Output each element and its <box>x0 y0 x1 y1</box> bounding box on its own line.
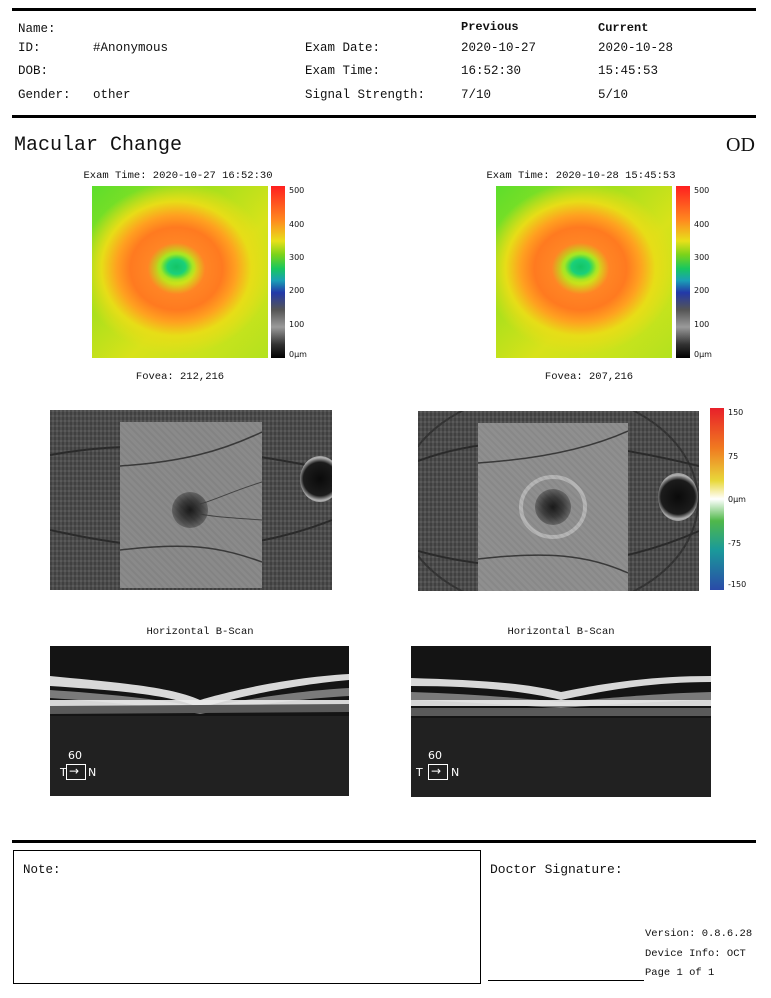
scale-label: 400 <box>289 220 305 229</box>
scan-area-overlay <box>478 423 628 591</box>
fovea-caption: Fovea: 207,216 <box>544 371 634 383</box>
dob-label: DOB: <box>18 64 49 78</box>
current-signal-strength: 5/10 <box>598 88 629 102</box>
temporal-label: T <box>60 766 67 779</box>
thickness-map-image <box>496 186 672 358</box>
scale-value: 60 <box>428 749 442 762</box>
fovea-caption: Fovea: 212,216 <box>135 371 225 383</box>
current-exam-time: 15:45:53 <box>598 64 659 78</box>
scale-value: 60 <box>68 749 82 762</box>
current-heading: Current <box>598 21 649 35</box>
signature-line[interactable] <box>488 980 644 981</box>
change-scale-label: -150 <box>728 580 747 589</box>
id-label: ID: <box>18 41 41 55</box>
header-top-rule <box>12 8 756 11</box>
bscan-caption: Horizontal B-Scan <box>146 626 254 638</box>
bscan-caption: Horizontal B-Scan <box>507 626 615 638</box>
retina-layers <box>411 676 711 797</box>
gender-value: other <box>93 88 131 102</box>
orientation-indicator: 60 T → N <box>60 749 120 785</box>
temporal-label: T <box>416 766 423 779</box>
exam-time-label: Exam Time: <box>305 64 381 78</box>
scan-area-overlay <box>120 422 262 588</box>
signal-strength-label: Signal Strength: <box>305 88 426 102</box>
report-title: Macular Change <box>14 134 183 157</box>
orientation-indicator: 60 T → N <box>414 749 474 785</box>
change-scale-label: 150 <box>728 408 744 417</box>
gender-label: Gender: <box>18 88 71 102</box>
optic-disc <box>658 473 698 521</box>
scale-label: 200 <box>694 286 710 295</box>
bscan-image: 60 T → N <box>50 646 349 796</box>
previous-exam-date: 2020-10-27 <box>461 41 537 55</box>
change-scale-label: 0μm <box>728 495 746 504</box>
vessel-overlay <box>478 430 628 574</box>
version-info: Version: 0.8.6.28 <box>645 928 753 940</box>
scale-label: 100 <box>694 320 710 329</box>
exam-time-caption: Exam Time: 2020-10-27 16:52:30 <box>83 170 273 182</box>
thickness-color-bar <box>271 186 285 358</box>
previous-heading: Previous <box>461 20 519 34</box>
fundus-image-previous <box>50 410 332 590</box>
fovea-spot <box>172 492 208 528</box>
fovea-spot <box>535 489 571 525</box>
scale-label: 0μm <box>694 350 712 359</box>
exam-date-label: Exam Date: <box>305 41 381 55</box>
scale-label: 300 <box>289 253 305 262</box>
eye-label: OD <box>726 134 755 156</box>
thickness-color-scale: 500 400 300 200 100 0μm <box>271 186 321 359</box>
name-label: Name: <box>18 22 56 36</box>
scale-label: 500 <box>289 186 305 195</box>
thickness-color-bar <box>676 186 690 358</box>
nasal-label: N <box>451 766 460 779</box>
page-number: Page 1 of 1 <box>645 967 715 979</box>
retina-layers <box>50 674 349 796</box>
doctor-signature-label: Doctor Signature: <box>490 862 623 877</box>
change-color-bar <box>710 408 724 590</box>
scale-label: 500 <box>694 186 710 195</box>
scale-label: 200 <box>289 286 305 295</box>
fundus-image-current <box>418 411 699 591</box>
right-arrow-icon: → <box>69 764 80 778</box>
change-scale-label: -75 <box>728 539 742 548</box>
scale-label: 400 <box>694 220 710 229</box>
device-info: Device Info: OCT <box>645 948 746 960</box>
note-box[interactable]: Note: <box>13 850 481 984</box>
scale-label: 100 <box>289 320 305 329</box>
thickness-map-image <box>92 186 268 358</box>
scale-bar-box <box>66 764 86 780</box>
note-label: Note: <box>23 863 61 877</box>
nasal-label: N <box>88 766 97 779</box>
thickness-color-scale: 500 400 300 200 100 0μm <box>676 186 726 359</box>
scale-bar-box <box>428 764 448 780</box>
id-value: #Anonymous <box>93 41 169 55</box>
scale-label: 0μm <box>289 350 307 359</box>
header-bottom-rule <box>12 115 756 118</box>
footer-top-rule <box>12 840 756 843</box>
bscan-image: 60 T → N <box>411 646 711 797</box>
exam-time-caption: Exam Time: 2020-10-28 15:45:53 <box>486 170 676 182</box>
change-color-scale: 150 75 0μm -75 -150 <box>710 408 760 590</box>
right-arrow-icon: → <box>431 764 442 778</box>
vessel-overlay <box>120 431 262 563</box>
optic-disc <box>300 456 332 502</box>
change-scale-label: 75 <box>728 452 739 461</box>
previous-exam-time: 16:52:30 <box>461 64 522 78</box>
current-exam-date: 2020-10-28 <box>598 41 674 55</box>
previous-signal-strength: 7/10 <box>461 88 492 102</box>
scale-label: 300 <box>694 253 710 262</box>
